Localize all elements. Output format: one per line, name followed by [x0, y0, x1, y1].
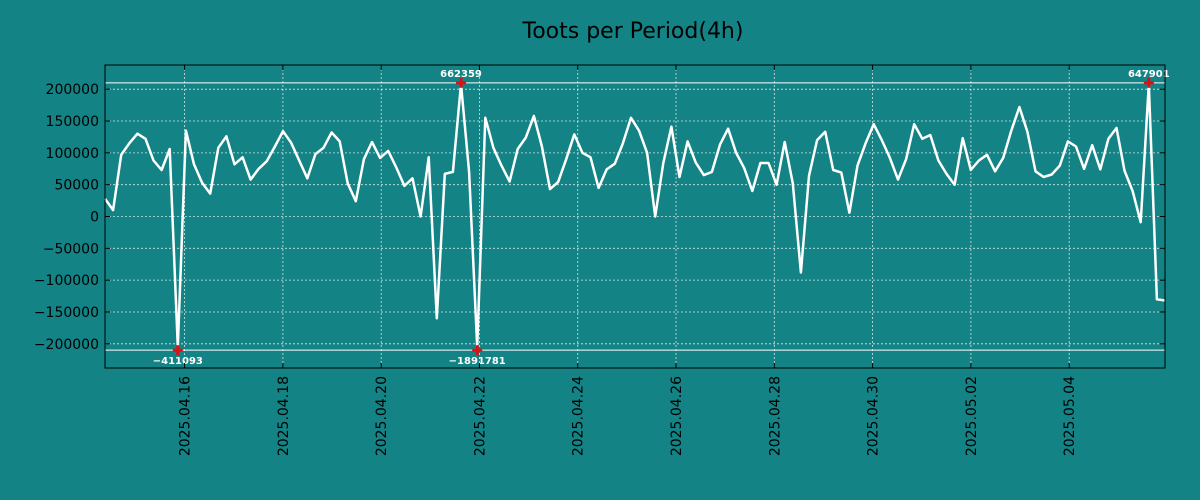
annotations: −411093 662359 −1891781 647901 [153, 69, 1170, 367]
chart-title: Toots per Period(4h) [522, 19, 744, 44]
x-tick-label: 2025.04.16 [178, 376, 194, 456]
plot-border [104, 64, 1166, 369]
axes: 200000 150000 100000 50000 0 −50000 −100000 −15… [34, 64, 1166, 456]
x-tick-label: 2025.05.02 [964, 376, 980, 456]
y-tick-label: 200000 [46, 82, 99, 98]
y-tick-label: −100000 [34, 273, 99, 289]
y-tick-label: 150000 [46, 114, 99, 130]
x-tick-label: 2025.04.24 [571, 376, 587, 456]
y-tick-label: 50000 [54, 178, 99, 194]
annotation-label: 662359 [440, 69, 482, 80]
y-tick-label: −50000 [43, 241, 99, 257]
x-tick-label: 2025.04.26 [669, 376, 685, 456]
y-tick-label: 100000 [46, 146, 99, 162]
y-tick-label: −150000 [34, 305, 99, 321]
x-tick-label: 2025.04.28 [767, 376, 783, 456]
x-tick-label: 2025.04.30 [866, 376, 882, 456]
grid [105, 65, 1165, 368]
series-layer [103, 82, 1166, 349]
annotation-label: −411093 [153, 356, 203, 367]
clip-lines [105, 82, 1165, 351]
x-tick-label: 2025.04.20 [374, 376, 390, 456]
x-tick-label: 2025.05.04 [1062, 376, 1078, 456]
y-tick-label: −200000 [34, 337, 99, 353]
annotation-label: 647901 [1128, 69, 1170, 80]
series-line [103, 82, 1166, 349]
x-tick-label: 2025.04.18 [276, 376, 292, 456]
x-tick-label: 2025.04.22 [472, 376, 488, 456]
annotation-label: −1891781 [449, 356, 506, 367]
y-tick-label: 0 [90, 210, 99, 226]
